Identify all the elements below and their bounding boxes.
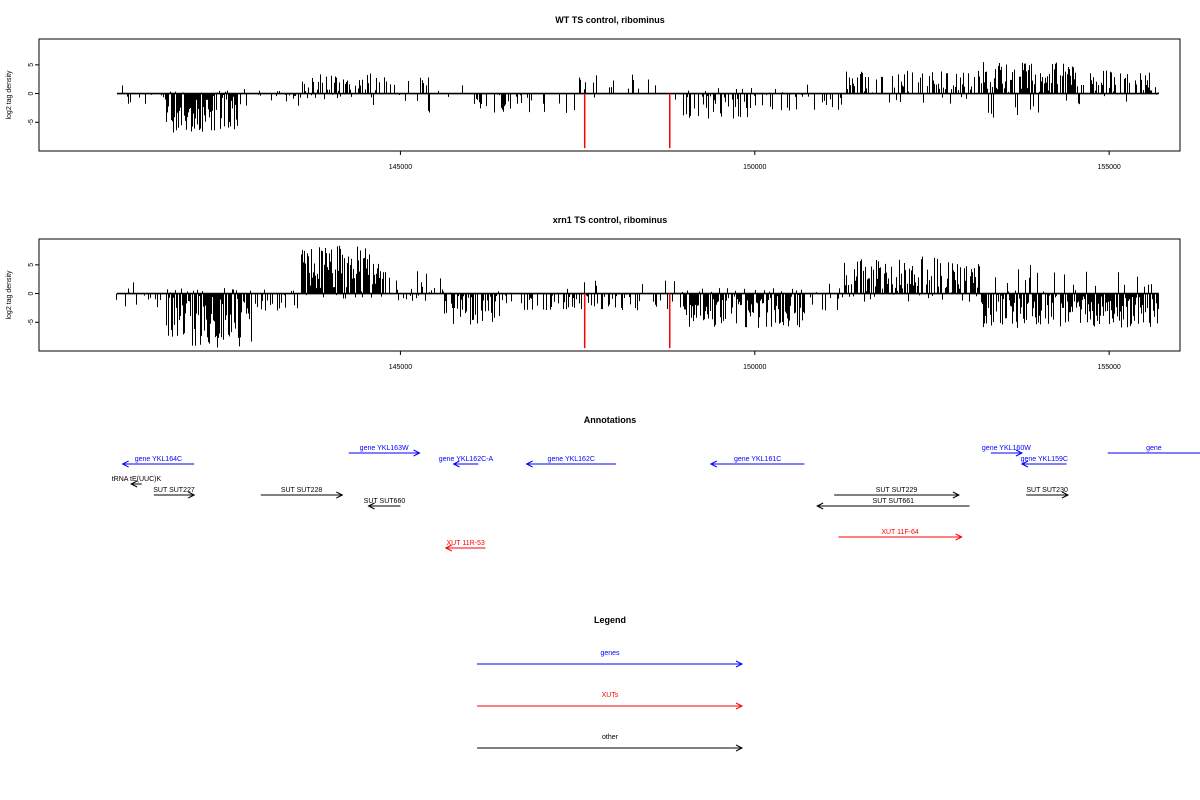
annotation-feature: gene YKL159C <box>1020 456 1068 468</box>
x-tick-label: 155000 <box>1097 364 1120 371</box>
wt-x-ticks: 145000 150000 155000 <box>389 151 1121 171</box>
y-tick-label: -5 <box>28 319 35 325</box>
x-tick-label: 145000 <box>389 164 412 171</box>
annotations-panel: Annotations tRNA tE(UUC)K gene YKL164C SUT… <box>112 415 1200 552</box>
y-tick-label: 5 <box>28 63 35 67</box>
x-tick-label: 145000 <box>389 364 412 371</box>
feature-arrowhead <box>130 480 138 488</box>
x-tick-label: 150000 <box>743 164 766 171</box>
wt-plot-frame <box>38 38 1181 152</box>
feature-arrowhead <box>952 491 961 499</box>
annotation-feature: SUT SUT660 <box>364 498 406 510</box>
wt-track-panel: WT TS control, ribominus log2 tag densit… <box>6 15 1181 171</box>
legend-label: genes <box>600 650 620 657</box>
feature-label: SUT SUT229 <box>876 487 918 494</box>
annotation-feature: SUT SUT227 <box>153 487 196 499</box>
feature-arrowhead <box>187 491 196 499</box>
y-tick-label: 0 <box>28 292 35 296</box>
feature-label: gene YKL161C <box>734 456 781 463</box>
annotation-feature: SUT SUT228 <box>260 487 344 499</box>
annotation-feature: gene YKL162C-A <box>439 456 494 468</box>
annotation-feature: gene YKL163W <box>348 445 421 457</box>
y-tick-label: 0 <box>28 92 35 96</box>
legend-item: XUTs <box>477 692 744 710</box>
feature-arrowhead <box>452 460 460 468</box>
feature-label: gene <box>1146 445 1162 452</box>
wt-y-ticks: 5 0 -5 <box>28 63 39 125</box>
annotations-title: Annotations <box>584 415 637 425</box>
legend-panel: Legend genes XUTs other <box>477 615 744 752</box>
feature-label: SUT SUT230 <box>1026 487 1068 494</box>
x-tick-label: 155000 <box>1097 164 1120 171</box>
annotation-feature: gene <box>1107 445 1200 454</box>
xrn1-x-ticks: 145000 150000 155000 <box>389 351 1121 371</box>
y-tick-label: 5 <box>28 263 35 267</box>
legend-arrowhead <box>735 660 744 668</box>
feature-arrowhead <box>1061 491 1070 499</box>
feature-label: gene YKL164C <box>135 456 182 463</box>
annotation-feature: gene YKL161C <box>709 456 805 468</box>
feature-label: SUT SUT660 <box>364 498 406 505</box>
feature-arrowhead <box>367 502 375 510</box>
feature-arrowhead <box>121 460 129 468</box>
feature-arrowhead <box>955 533 963 541</box>
legend-item: other <box>477 734 744 752</box>
feature-label: SUT SUT227 <box>153 487 195 494</box>
feature-arrowhead <box>413 449 421 457</box>
feature-label: gene YKL160W <box>982 445 1031 452</box>
annotation-feature: gene YKL162C <box>525 456 616 468</box>
feature-label: gene YKL159C <box>1021 456 1068 463</box>
annotation-feature: gene YKL160W <box>982 445 1031 457</box>
feature-label: gene YKL163W <box>360 445 409 452</box>
annotation-feature: SUT SUT229 <box>834 487 961 499</box>
annotation-feature: tRNA tE(UUC)K <box>112 476 162 488</box>
feature-arrowhead <box>444 544 453 552</box>
annotation-feature: gene YKL164C <box>121 456 195 468</box>
xrn1-y-ticks: 5 0 -5 <box>28 263 39 325</box>
xrn1-y-axis-label: log2 tag density <box>6 270 13 320</box>
xrn1-density-bars <box>116 245 1159 348</box>
feature-label: SUT SUT661 <box>873 498 915 505</box>
legend-label: other <box>602 734 619 741</box>
feature-label: gene YKL162C-A <box>439 456 494 463</box>
feature-arrowhead <box>525 460 533 468</box>
wt-density-bars <box>116 62 1159 133</box>
wt-track-title: WT TS control, ribominus <box>555 15 665 25</box>
feature-arrowhead <box>336 491 344 499</box>
annotation-feature: SUT SUT661 <box>816 498 970 510</box>
feature-arrowhead <box>709 460 718 468</box>
x-tick-label: 150000 <box>743 364 766 371</box>
feature-label: SUT SUT228 <box>281 487 323 494</box>
legend-label: XUTs <box>602 692 619 699</box>
legend-item: genes <box>477 650 744 668</box>
feature-arrowhead <box>1020 460 1029 468</box>
feature-label: gene YKL162C <box>548 456 595 463</box>
xrn1-track-panel: xrn1 TS control, ribominus log2 tag dens… <box>6 215 1181 371</box>
legend-title: Legend <box>594 615 626 625</box>
feature-arrowhead <box>816 502 824 510</box>
wt-highlight-marks <box>583 93 671 149</box>
xrn1-highlight-marks <box>583 293 671 349</box>
legend-arrowhead <box>735 744 744 752</box>
xrn1-plot-frame <box>38 238 1181 352</box>
annotation-features: tRNA tE(UUC)K gene YKL164C SUT SUT227 SUT S… <box>112 445 1200 552</box>
legend-arrowhead <box>735 702 744 710</box>
feature-label: XUT 11F-64 <box>881 529 919 536</box>
y-tick-label: -5 <box>28 119 35 125</box>
feature-label: tRNA tE(UUC)K <box>112 476 162 483</box>
annotation-feature: XUT 11R-53 <box>444 540 486 552</box>
annotation-feature: XUT 11F-64 <box>838 529 963 541</box>
annotation-feature: SUT SUT230 <box>1026 487 1070 499</box>
feature-arrowhead <box>1015 449 1024 457</box>
xrn1-track-title: xrn1 TS control, ribominus <box>553 215 668 225</box>
legend-items: genes XUTs other <box>477 650 744 752</box>
wt-y-axis-label: log2 tag density <box>6 70 13 120</box>
feature-label: XUT 11R-53 <box>447 540 485 547</box>
